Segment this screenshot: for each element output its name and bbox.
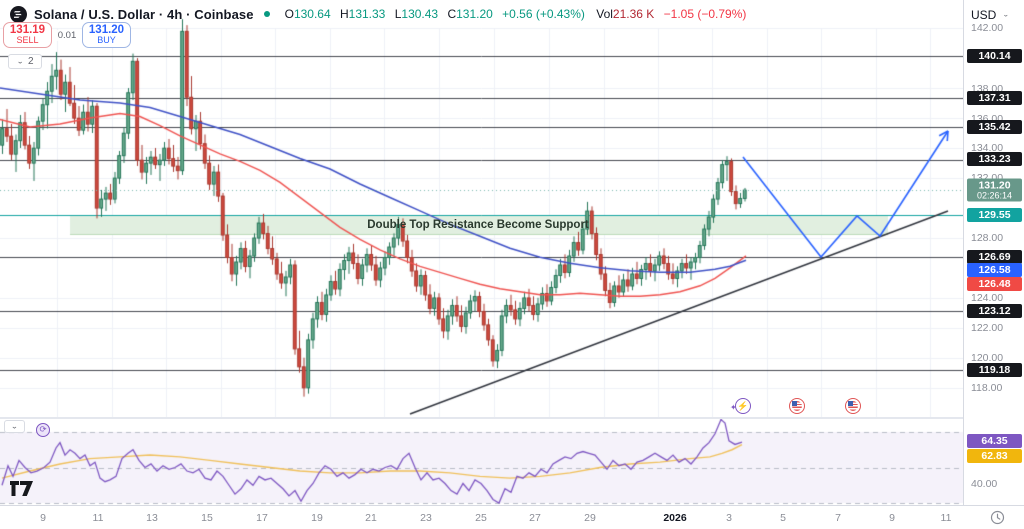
trade-buttons: 131.19 SELL 0.01 131.20 BUY <box>3 22 131 48</box>
economic-event-bolt-icon[interactable]: ✦ <box>730 398 751 414</box>
price-level-badge: 133.23 <box>967 152 1022 166</box>
rsi-pane[interactable] <box>0 419 963 505</box>
indicator-count: 2 <box>27 56 34 67</box>
chevron-down-icon: ⌄ <box>16 57 24 66</box>
price-level-badge: 137.31 <box>967 91 1022 105</box>
chevron-down-icon: ⌄ <box>1002 10 1010 19</box>
volume-value: 21.36 K <box>612 7 655 21</box>
spread-label: 0.01 <box>52 29 82 41</box>
time-axis-label: 29 <box>584 512 596 524</box>
time-axis-label: 3 <box>726 512 732 524</box>
time-axis-label: 7 <box>835 512 841 524</box>
price-axis-label: 128.00 <box>971 232 1004 244</box>
price-level-badge: 119.18 <box>967 363 1022 377</box>
time-axis[interactable]: 9 11 13 15 17 19 21 23 25 27 29 2026 3 5 7 9 11 <box>0 505 1024 529</box>
time-axis-label: 2026 <box>663 512 687 524</box>
time-axis-label: 25 <box>475 512 487 524</box>
chart-legend: Solana / U.S. Dollar · 4h · Coinbase O13… <box>0 0 963 28</box>
time-axis-label: 9 <box>889 512 895 524</box>
us-economic-event-icon[interactable] <box>845 398 861 414</box>
sell-button[interactable]: 131.19 SELL <box>3 22 52 48</box>
time-axis-label: 13 <box>146 512 158 524</box>
time-axis-label: 11 <box>940 512 952 524</box>
us-economic-event-icon[interactable] <box>789 398 805 414</box>
us-flag-icon <box>792 401 802 411</box>
time-axis-label: 5 <box>780 512 786 524</box>
time-axis-label: 15 <box>201 512 213 524</box>
sparkle-icon: ✦ <box>730 403 737 412</box>
time-axis-label: 19 <box>311 512 323 524</box>
price-level-badge: 126.69 <box>967 250 1022 264</box>
bar-countdown: 02:26:14 <box>976 190 1013 201</box>
high-value: 131.33 <box>348 7 386 21</box>
time-axis-label: 23 <box>420 512 432 524</box>
low-value: 130.43 <box>401 7 439 21</box>
price-level-badge: 123.12 <box>967 304 1022 318</box>
price-axis-label: 40.00 <box>971 478 998 490</box>
price-chart-pane[interactable] <box>0 0 963 417</box>
ohlc-readout: O130.64 H131.33 L130.43 C131.20 +0.56 (+… <box>284 7 747 21</box>
open-value: 130.64 <box>293 7 331 21</box>
pane-separator[interactable] <box>0 417 963 419</box>
clock-icon[interactable] <box>990 510 1005 525</box>
price-axis-label: 134.00 <box>971 142 1004 154</box>
solana-logo-icon <box>10 5 27 23</box>
price-level-badge: 135.42 <box>967 120 1022 134</box>
price-level-badge: 64.35 <box>967 434 1022 448</box>
us-flag-icon <box>848 401 858 411</box>
price-level-badge: 62.83 <box>967 449 1022 463</box>
price-level-badge: 140.14 <box>967 49 1022 63</box>
volume-change-value: −1.05 (−0.79%) <box>663 7 747 21</box>
time-axis-label: 17 <box>256 512 268 524</box>
price-axis-label: 122.00 <box>971 322 1004 334</box>
time-axis-label: 9 <box>40 512 46 524</box>
price-axis-label: 118.00 <box>971 382 1003 394</box>
price-level-badge: 126.58 <box>967 263 1022 277</box>
cycle-event-icon[interactable]: ⟳ <box>36 423 50 437</box>
time-axis-label: 11 <box>92 512 104 524</box>
double-top-annotation[interactable]: Double Top Resistance Become Support <box>367 219 589 231</box>
change-value: +0.56 (+0.43%) <box>502 7 585 21</box>
currency-value: USD <box>971 7 997 22</box>
tradingview-logo[interactable] <box>10 481 34 501</box>
currency-dropdown[interactable]: USD ⌄ <box>971 5 1019 24</box>
symbol-title[interactable]: Solana / U.S. Dollar · 4h · Coinbase <box>34 6 254 22</box>
chevron-down-icon: ⌄ <box>10 422 19 431</box>
price-level-badge: 126.48 <box>967 277 1022 291</box>
time-axis-label: 27 <box>529 512 541 524</box>
price-axis[interactable]: 142.00138.00136.00134.00132.00128.00124.… <box>963 0 1024 505</box>
buy-button[interactable]: 131.20 BUY <box>82 22 131 48</box>
close-value: 131.20 <box>456 7 493 21</box>
market-status-dot[interactable] <box>263 11 270 17</box>
price-axis-label: 124.00 <box>971 292 1004 304</box>
rsi-collapse-button[interactable]: ⌄ <box>4 420 25 433</box>
price-level-badge: 129.55 <box>967 208 1022 222</box>
time-axis-label: 21 <box>365 512 377 524</box>
price-axis-label: 142.00 <box>971 22 1004 34</box>
price-axis-label: 120.00 <box>971 352 1004 364</box>
indicators-collapse-button[interactable]: ⌄ 2 <box>8 54 42 69</box>
current-price-badge: 131.20 02:26:14 <box>967 178 1022 202</box>
